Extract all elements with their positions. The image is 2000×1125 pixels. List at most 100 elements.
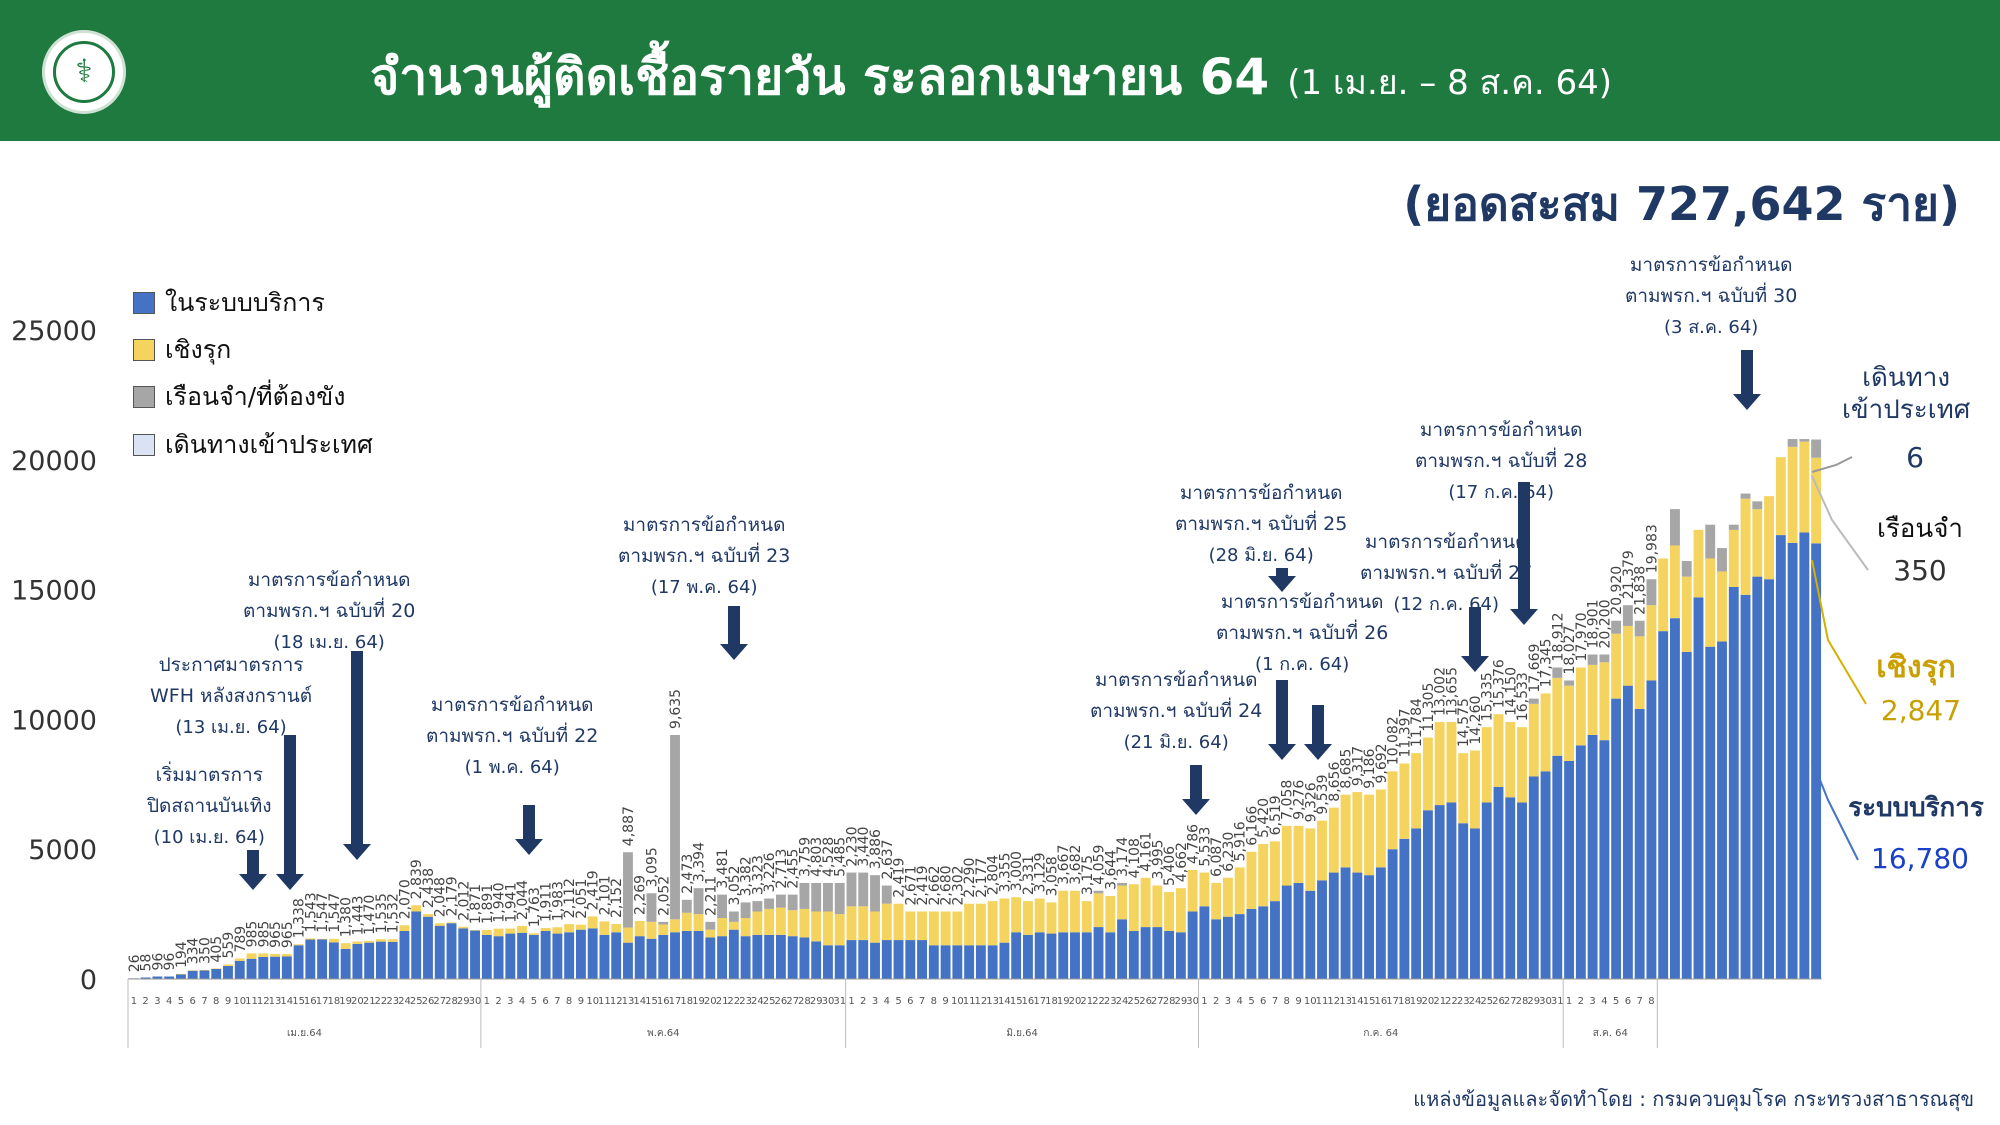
data-label: 965: [280, 921, 296, 948]
bar-segment: [423, 914, 433, 917]
annotation-arrow-shaft: [728, 606, 740, 646]
bar-segment: [1399, 763, 1410, 839]
bar-segment: [1505, 797, 1516, 979]
bar-segment: [1293, 882, 1304, 979]
bar-segment: [1540, 771, 1551, 979]
bar-segment: [1599, 662, 1610, 741]
data-label: 2,839: [409, 859, 425, 899]
bar-segment: [1634, 709, 1645, 979]
bar-segment: [458, 926, 469, 929]
bar-segment: [1528, 698, 1539, 704]
data-label: 9,186: [1362, 749, 1378, 789]
x-tick-label: 8: [1648, 996, 1654, 1007]
bar-segment: [705, 921, 716, 930]
x-tick-label: 1: [848, 996, 854, 1007]
data-label: 16,533: [1515, 672, 1531, 721]
bar-segment: [1128, 930, 1139, 979]
bar-segment: [834, 945, 845, 979]
bar-segment: [1093, 927, 1104, 979]
data-label: 1,940: [492, 883, 508, 923]
bar-segment: [952, 911, 963, 946]
bar-segment: [1175, 932, 1186, 979]
data-label: 194: [174, 941, 190, 968]
legend-swatch: [133, 386, 155, 408]
bar-segment: [681, 930, 692, 979]
data-label: 19,983: [1644, 524, 1660, 573]
bar-segment: [1081, 932, 1092, 979]
bar-segment: [1105, 932, 1116, 979]
x-tick-label: 3: [154, 996, 160, 1007]
bar-segment: [964, 945, 975, 979]
bar-segment: [1070, 932, 1080, 979]
x-tick-label: 2: [860, 996, 866, 1007]
bar-segment: [528, 934, 539, 979]
annotation-arrow-head: [343, 844, 371, 860]
data-label: 2,637: [880, 839, 896, 879]
bar-segment: [1140, 927, 1151, 979]
data-label: 1,983: [550, 881, 566, 921]
annotation: มาตรการข้อกำหนด ตามพรก.ฯ ฉบับที่ 20 (18 เม…: [243, 565, 415, 658]
bar-segment: [364, 942, 375, 979]
bar-segment: [1093, 890, 1104, 894]
bar-segment: [258, 953, 269, 957]
bar-segment: [670, 932, 680, 979]
x-tick-label: 13: [622, 996, 635, 1007]
bar-segment: [340, 948, 351, 979]
data-label: 58: [139, 954, 155, 972]
bar-segment: [728, 911, 739, 922]
bar-segment: [446, 922, 457, 924]
legend-swatch: [133, 292, 155, 314]
bar-segment: [1587, 734, 1598, 979]
bar-segment: [1199, 906, 1210, 979]
bar-segment: [246, 953, 257, 959]
annotation-line: ตามพรก.ฯ ฉบับที่ 23: [618, 545, 791, 567]
bar-segment: [940, 911, 951, 946]
bar-segment: [1587, 654, 1598, 665]
bar-segment: [1458, 823, 1469, 979]
data-label: 8,656: [1327, 762, 1343, 802]
bar-segment: [1199, 872, 1210, 907]
legend-label: ในระบบบริการ: [165, 288, 325, 317]
data-label: 96: [162, 953, 178, 971]
bar-segment: [1246, 851, 1257, 909]
bar-segment: [352, 941, 363, 944]
bar-segment: [1599, 740, 1610, 979]
bar-segment: [564, 924, 575, 933]
bar-segment: [470, 930, 480, 979]
bar-segment: [1599, 654, 1610, 663]
annotation-line: มาตรการข้อกำหนด: [622, 514, 786, 536]
data-label: 985: [245, 921, 261, 948]
bar-segment: [1799, 441, 1810, 533]
data-label: 9,539: [1315, 775, 1331, 815]
data-label: 4,161: [1139, 832, 1155, 872]
bar-segment: [893, 903, 904, 941]
x-tick-label: 20: [704, 996, 717, 1007]
month-label: ส.ค. 64: [1593, 1028, 1628, 1039]
data-label: 4,059: [1092, 845, 1108, 885]
annotation-line: ประกาศมาตรการ: [158, 654, 304, 676]
x-tick-label: 2: [142, 996, 148, 1007]
bar-segment: [599, 934, 610, 979]
data-label: 6,519: [1268, 795, 1284, 835]
data-label: 3,759: [797, 837, 813, 877]
x-tick-label: 29: [1175, 996, 1188, 1007]
data-label: 4,803: [809, 837, 825, 877]
bar-segment: [1811, 439, 1822, 458]
bar-segment: [411, 911, 422, 979]
annotation-arrow-head: [239, 874, 267, 890]
bar-segment: [281, 954, 292, 957]
data-label: 2,662: [927, 865, 943, 905]
bar-segment: [1622, 605, 1633, 626]
data-label: 2,331: [1021, 855, 1037, 895]
x-tick-label: 19: [339, 996, 352, 1007]
bar-segment: [1681, 651, 1692, 979]
bar-segment: [858, 940, 869, 979]
bar-segment: [1187, 869, 1198, 912]
bar-segment: [870, 911, 880, 943]
travel-title-line2: เข้าประเทศ: [1842, 395, 1971, 425]
data-label: 3,226: [762, 852, 778, 892]
bar-segment: [646, 893, 657, 922]
x-tick-label: 2: [495, 996, 501, 1007]
bar-segment: [470, 930, 480, 931]
annotation-line: ตามพรก.ฯ ฉบับที่ 30: [1625, 285, 1798, 307]
